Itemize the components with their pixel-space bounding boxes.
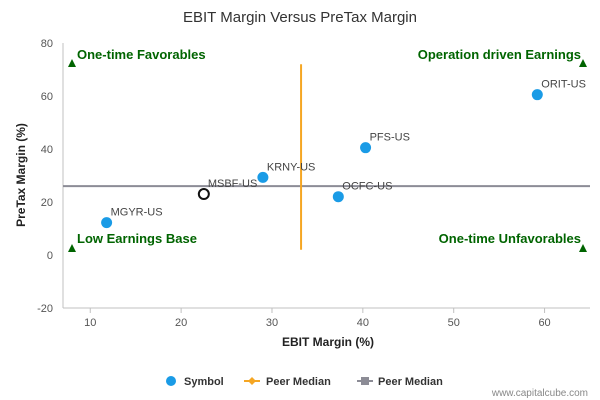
y-tick-label: 20: [41, 197, 53, 209]
point-mgyr-us[interactable]: [101, 217, 113, 229]
chart-title: EBIT Margin Versus PreTax Margin: [183, 9, 417, 26]
y-tick-label: -20: [37, 303, 53, 315]
y-tick-label: 40: [41, 144, 53, 156]
x-tick-label: 40: [357, 317, 369, 329]
point-label-msbf-us: MSBF-US: [208, 178, 258, 190]
x-tick-label: 50: [448, 317, 460, 329]
legend: Symbol Peer Median Peer Median: [166, 376, 443, 388]
x-tick-label: 60: [538, 317, 550, 329]
legend-dot-icon: [166, 376, 176, 386]
point-label-mgyr-us: MGYR-US: [111, 207, 163, 219]
x-axis-ticks: 10 20 30 40 50 60: [84, 308, 551, 329]
legend-item-peer-median-x[interactable]: Peer Median: [244, 376, 331, 388]
legend-square-icon: [361, 377, 369, 385]
quadrant-label-bottom-right: One-time Unfavorables: [439, 231, 581, 246]
legend-label-symbol: Symbol: [184, 376, 224, 388]
y-axis-ticks: -20 0 20 40 60 80: [37, 38, 53, 315]
legend-item-peer-median-y[interactable]: Peer Median: [357, 376, 443, 388]
point-pfs-us[interactable]: [360, 142, 372, 154]
legend-label-peer-median-y: Peer Median: [378, 376, 443, 388]
legend-label-peer-median-x: Peer Median: [266, 376, 331, 388]
quadrant-marker-top-right-icon: [579, 59, 587, 67]
quadrant-label-top-right: Operation driven Earnings: [418, 47, 581, 62]
point-label-ocfc-us: OCFC-US: [342, 181, 392, 193]
point-msbf-us-highlight[interactable]: [197, 188, 210, 201]
y-axis-label: PreTax Margin (%): [14, 123, 28, 227]
legend-item-symbol[interactable]: Symbol: [166, 376, 224, 388]
quadrant-marker-bottom-left-icon: [68, 244, 76, 252]
credit-text: www.capitalcube.com: [491, 388, 588, 399]
point-krny-us[interactable]: [257, 171, 269, 183]
x-axis-label: EBIT Margin (%): [282, 335, 374, 349]
point-label-orit-us: ORIT-US: [541, 79, 586, 91]
quadrant-label-bottom-left: Low Earnings Base: [77, 231, 197, 246]
peer-median-lines: [63, 64, 590, 250]
point-label-pfs-us: PFS-US: [370, 132, 410, 144]
point-label-krny-us: KRNY-US: [267, 161, 316, 173]
point-orit-us[interactable]: [531, 89, 543, 101]
plot-area: [62, 43, 590, 309]
data-points: ORIT-US PFS-US KRNY-US OCFC-US MGYR-US MSBF-U…: [101, 79, 586, 229]
x-tick-label: 10: [84, 317, 96, 329]
x-tick-label: 30: [266, 317, 278, 329]
y-tick-label: 80: [41, 38, 53, 50]
legend-diamond-icon: [248, 377, 256, 385]
quadrant-markers: [68, 59, 587, 252]
y-tick-label: 60: [41, 91, 53, 103]
point-ocfc-us[interactable]: [332, 191, 344, 203]
quadrant-marker-top-left-icon: [68, 59, 76, 67]
y-tick-label: 0: [47, 250, 53, 262]
quadrant-marker-bottom-right-icon: [579, 244, 587, 252]
quadrant-label-top-left: One-time Favorables: [77, 47, 206, 62]
x-tick-label: 20: [175, 317, 187, 329]
